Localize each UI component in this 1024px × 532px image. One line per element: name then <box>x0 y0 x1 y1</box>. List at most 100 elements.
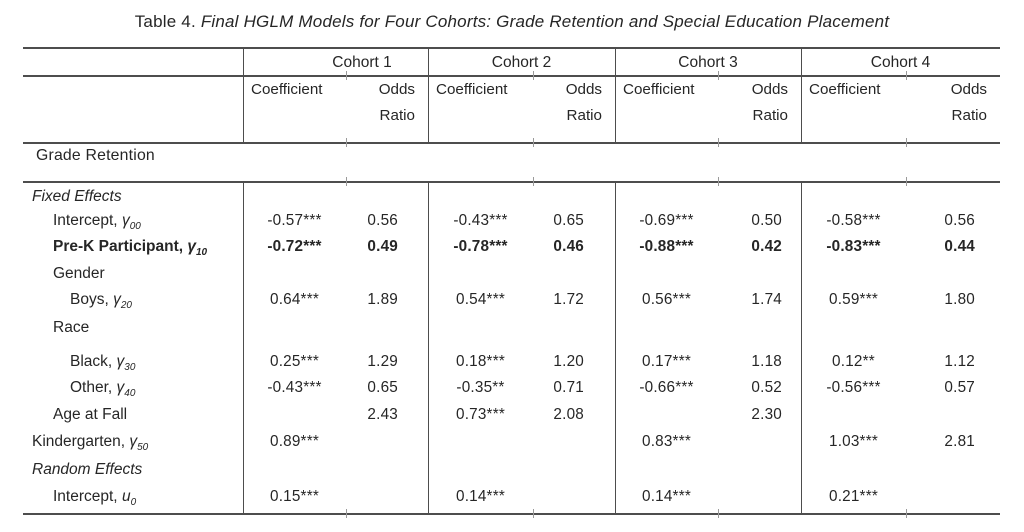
cell-border-tick-0-0 <box>346 71 348 80</box>
row-group-label: Fixed Effects <box>32 188 122 205</box>
table-rule-horizontal-0 <box>23 47 1000 49</box>
header-cohort-3: Cohort 3 <box>678 54 738 71</box>
header-cohort-1: Cohort 1 <box>332 54 392 71</box>
row-symbol: γ <box>116 379 125 396</box>
cell-border-tick-0-2 <box>718 71 720 80</box>
cell-border-tick-3-1 <box>533 509 535 518</box>
cell-odds-ratio-cohort-4: 1.80 <box>944 291 975 308</box>
row-symbol-subscript: 40 <box>124 388 136 400</box>
section-grade-retention: Grade Retention <box>36 147 155 164</box>
header-ratio-3: Ratio <box>752 107 788 124</box>
cell-coefficient-cohort-3: 0.56*** <box>641 291 692 308</box>
cell-border-tick-0-1 <box>533 71 535 80</box>
cell-odds-ratio-cohort-2: 1.20 <box>553 353 584 370</box>
row-label-text: Kindergarten, <box>32 433 130 450</box>
cell-border-tick-2-1 <box>533 177 535 186</box>
cell-odds-ratio-cohort-1: 1.29 <box>367 353 398 370</box>
cell-border-tick-1-2 <box>718 138 720 147</box>
header-ratio-2: Ratio <box>566 107 602 124</box>
row-symbol: γ <box>121 212 130 229</box>
row-label-text: Race <box>53 319 90 336</box>
cell-odds-ratio-cohort-4: 2.81 <box>944 433 975 450</box>
header-coefficient-4: Coefficient <box>809 81 881 98</box>
header-coefficient-3: Coefficient <box>623 81 695 98</box>
cell-coefficient-cohort-3: 0.83*** <box>641 433 692 450</box>
column-separator-body-3 <box>615 181 617 513</box>
cell-coefficient-cohort-4: 0.21*** <box>828 488 879 505</box>
cell-odds-ratio-cohort-1: 0.65 <box>367 379 398 396</box>
row-label-text: Boys, <box>70 291 114 308</box>
cell-coefficient-cohort-1: -0.43*** <box>267 379 322 396</box>
cell-coefficient-cohort-4: 0.59*** <box>828 291 879 308</box>
table-rule-horizontal-1 <box>23 75 1000 77</box>
cell-odds-ratio-cohort-4: 0.44 <box>944 238 975 255</box>
cell-coefficient-cohort-1: -0.72*** <box>267 238 322 255</box>
cell-coefficient-cohort-2: 0.54*** <box>455 291 506 308</box>
cell-odds-ratio-cohort-1: 0.49 <box>367 238 398 255</box>
row-label-text: Intercept, <box>53 488 122 505</box>
cell-coefficient-cohort-4: 1.03*** <box>828 433 879 450</box>
cell-odds-ratio-cohort-2: 0.71 <box>553 379 584 396</box>
cell-coefficient-cohort-1: 0.64*** <box>269 291 320 308</box>
row-symbol-subscript: 00 <box>129 221 141 233</box>
table-title: Table 4. Final HGLM Models for Four Coho… <box>0 12 1024 32</box>
cell-coefficient-cohort-2: -0.78*** <box>453 238 508 255</box>
row-symbol-subscript: 10 <box>196 247 208 259</box>
table-number: Table 4. <box>134 12 196 31</box>
header-coefficient-1: Coefficient <box>251 81 323 98</box>
cell-coefficient-cohort-2: -0.35** <box>456 379 505 396</box>
header-ratio-1: Ratio <box>379 107 415 124</box>
cell-odds-ratio-cohort-2: 2.08 <box>553 406 584 423</box>
cell-odds-ratio-cohort-1: 2.43 <box>367 406 398 423</box>
cell-odds-ratio-cohort-2: 0.46 <box>553 238 584 255</box>
column-separator-header-4 <box>801 47 803 142</box>
row-label: Intercept, γ00 <box>53 212 141 233</box>
cell-coefficient-cohort-3: -0.88*** <box>639 238 694 255</box>
cell-border-tick-2-3 <box>906 177 908 186</box>
cell-odds-ratio-cohort-3: 0.52 <box>751 379 782 396</box>
cell-coefficient-cohort-3: 0.14*** <box>641 488 692 505</box>
cell-border-tick-1-1 <box>533 138 535 147</box>
header-odds-1: Odds <box>378 81 415 98</box>
cell-odds-ratio-cohort-3: 0.42 <box>751 238 782 255</box>
row-symbol-subscript: 20 <box>120 300 132 312</box>
row-label-text: Black, <box>70 353 117 370</box>
cell-coefficient-cohort-2: -0.43*** <box>453 212 508 229</box>
cell-odds-ratio-cohort-1: 0.56 <box>367 212 398 229</box>
row-symbol: γ <box>187 238 196 255</box>
column-separator-body-4 <box>801 181 803 513</box>
row-label: Race <box>53 319 89 336</box>
row-symbol: u <box>121 488 131 505</box>
table-rule-horizontal-3 <box>23 181 1000 183</box>
cell-odds-ratio-cohort-3: 2.30 <box>751 406 782 423</box>
row-symbol-subscript: 30 <box>124 362 136 374</box>
cell-border-tick-3-3 <box>906 509 908 518</box>
cell-border-tick-2-2 <box>718 177 720 186</box>
column-separator-body-1 <box>243 181 245 513</box>
cell-coefficient-cohort-4: 0.12** <box>832 353 875 370</box>
header-coefficient-2: Coefficient <box>436 81 508 98</box>
cell-border-tick-3-0 <box>346 509 348 518</box>
cell-odds-ratio-cohort-4: 0.57 <box>944 379 975 396</box>
cell-border-tick-3-2 <box>718 509 720 518</box>
row-group-label: Random Effects <box>32 461 142 478</box>
row-label-text: Random Effects <box>32 461 143 478</box>
cell-odds-ratio-cohort-3: 1.18 <box>751 353 782 370</box>
cell-coefficient-cohort-1: -0.57*** <box>267 212 322 229</box>
header-cohort-4: Cohort 4 <box>870 54 931 71</box>
row-label: Gender <box>53 265 105 282</box>
header-odds-4: Odds <box>950 81 987 98</box>
cell-border-tick-1-3 <box>906 138 908 147</box>
cell-odds-ratio-cohort-4: 1.12 <box>944 353 975 370</box>
cell-coefficient-cohort-3: -0.69*** <box>639 212 694 229</box>
header-odds-2: Odds <box>565 81 602 98</box>
row-symbol-subscript: 0 <box>130 497 137 509</box>
row-label: Kindergarten, γ50 <box>32 433 148 453</box>
table-rule-horizontal-4 <box>23 513 1000 515</box>
cell-coefficient-cohort-3: 0.17*** <box>641 353 692 370</box>
row-label: Age at Fall <box>53 406 127 423</box>
cell-coefficient-cohort-2: 0.18*** <box>455 353 506 370</box>
row-symbol: γ <box>113 291 121 308</box>
column-separator-body-2 <box>428 181 430 513</box>
